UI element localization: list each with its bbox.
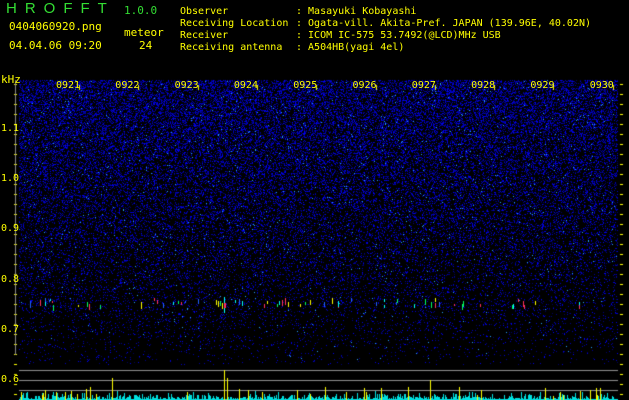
info-value-location: : Ogata-vill. Akita-Pref. JAPAN (139.96E… [296,18,592,29]
time-label: 0923 [174,80,199,91]
time-label: 0921 [56,80,81,91]
meteor-count: 24 [139,39,153,52]
y-tick-label: 0.9 [1,223,20,235]
y-axis-unit: kHz [1,73,21,86]
time-label: 0930 [589,80,614,91]
y-tick-label: 1.1 [1,123,20,134]
info-value-antenna: : A504HB(yagi 4el) [296,42,405,53]
y-tick-label: 0.8 [1,273,20,285]
info-value-observer: : Masayuki Kobayashi [296,6,417,17]
meteor-label: meteor [124,26,164,39]
time-label: 0928 [471,80,496,91]
info-value-receiver: : ICOM IC-575 53.7492(@LCD)MHz USB [296,30,501,41]
y-tick-label: 0.7 [1,323,20,335]
time-label: 0924 [233,80,258,91]
time-label: 0927 [411,80,436,91]
app-version: 1.0.0 [124,4,158,17]
file-name: 0404060920.png [9,20,102,33]
time-label: 0925 [293,80,318,91]
time-label: 0929 [530,80,555,91]
time-label: 0926 [352,80,377,91]
app-title: HROFFT [6,0,115,17]
y-tick-label: 1.0 [1,173,20,185]
datetime: 04.04.06 09:20 [9,39,102,52]
info-label-observer: Observer [180,6,229,17]
time-label: 0922 [115,80,140,91]
info-label-antenna: Receiving antenna [180,42,283,53]
info-label-location: Receiving Location [180,18,289,29]
y-tick-label: 0.6 [1,374,20,385]
info-label-receiver: Receiver [180,30,229,41]
